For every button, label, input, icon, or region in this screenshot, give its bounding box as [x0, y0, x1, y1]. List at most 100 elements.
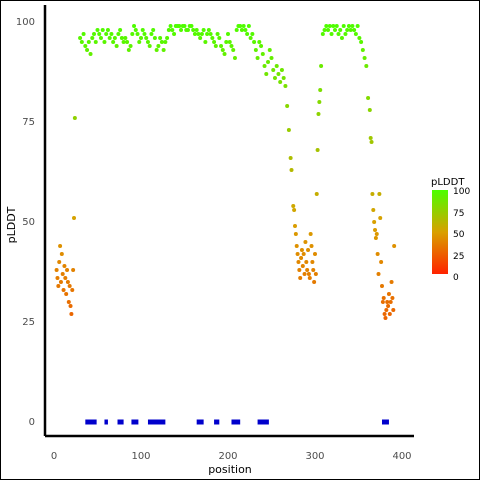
x-tick-labels: 0 100 200 300 400 — [51, 451, 412, 462]
legend: pLDDT 100 75 50 25 0 — [431, 177, 470, 283]
data-point — [375, 252, 380, 256]
data-point — [83, 44, 88, 48]
data-point — [72, 116, 77, 120]
data-point — [212, 40, 217, 44]
data-point — [360, 48, 365, 52]
data-point — [208, 32, 213, 36]
data-point — [163, 40, 168, 44]
data-point — [338, 28, 343, 32]
data-point — [350, 24, 355, 28]
data-point — [132, 24, 137, 28]
data-point — [121, 40, 126, 44]
data-point — [58, 280, 63, 284]
data-point — [70, 288, 75, 292]
data-point — [391, 308, 396, 312]
data-point — [272, 76, 277, 80]
data-point — [60, 272, 65, 276]
x-tick-label: 300 — [305, 451, 324, 462]
data-point — [296, 260, 301, 264]
data-point — [317, 100, 322, 104]
data-point — [376, 272, 381, 276]
data-point — [345, 28, 350, 32]
data-point — [292, 208, 297, 212]
data-point — [196, 32, 201, 36]
data-point — [159, 40, 164, 44]
data-point — [293, 232, 298, 236]
data-point — [192, 32, 197, 36]
data-point — [62, 264, 67, 268]
y-tick-labels: 0 25 50 75 100 — [16, 17, 35, 428]
data-point — [125, 40, 130, 44]
data-point — [126, 48, 131, 52]
data-point — [133, 28, 138, 32]
data-point — [264, 72, 269, 76]
data-point — [372, 220, 377, 224]
data-point — [220, 48, 225, 52]
data-point — [170, 28, 175, 32]
data-point — [319, 64, 324, 68]
data-point — [385, 300, 390, 304]
data-point — [381, 296, 386, 300]
data-point — [379, 260, 384, 264]
zero-bar-segment — [381, 419, 389, 425]
data-point — [248, 36, 253, 40]
data-point — [271, 68, 276, 72]
data-point — [238, 24, 243, 28]
data-point — [151, 28, 156, 32]
data-point — [92, 32, 97, 36]
data-point — [239, 28, 244, 32]
data-point — [366, 96, 371, 100]
legend-label: 0 — [453, 273, 459, 283]
data-point — [286, 128, 291, 132]
data-point — [299, 256, 304, 260]
data-point — [305, 268, 310, 272]
data-point — [314, 192, 319, 196]
data-point — [312, 280, 317, 284]
data-point — [380, 300, 385, 304]
data-point — [392, 244, 397, 248]
data-point — [222, 52, 227, 56]
data-point — [377, 192, 382, 196]
data-point — [137, 40, 142, 44]
data-point — [205, 32, 210, 36]
data-point — [253, 48, 258, 52]
data-point — [255, 56, 260, 60]
data-point — [379, 284, 384, 288]
data-point — [67, 284, 72, 288]
data-point — [301, 252, 306, 256]
data-point — [384, 308, 389, 312]
zero-bar-segment — [104, 419, 108, 425]
data-point — [72, 216, 77, 220]
data-point — [85, 48, 90, 52]
data-point — [104, 32, 109, 36]
data-point — [185, 28, 190, 32]
data-point — [140, 28, 145, 32]
data-point — [65, 280, 70, 284]
data-point — [182, 24, 187, 28]
data-point — [322, 28, 327, 32]
data-point — [309, 244, 314, 248]
data-point — [300, 264, 305, 268]
data-point — [334, 24, 339, 28]
x-tick-label: 400 — [392, 451, 411, 462]
data-point — [279, 68, 284, 72]
data-point — [105, 28, 110, 32]
points-layer — [54, 24, 397, 320]
legend-label: 50 — [453, 230, 465, 240]
data-point — [326, 28, 331, 32]
data-point — [357, 36, 362, 40]
data-point — [336, 32, 341, 36]
data-point — [269, 56, 274, 60]
data-point — [320, 32, 325, 36]
y-tick-label: 50 — [22, 217, 35, 228]
zero-bars-layer — [85, 419, 389, 425]
data-point — [69, 312, 74, 316]
data-point — [368, 136, 373, 140]
data-point — [259, 44, 264, 48]
data-point — [219, 44, 224, 48]
data-point — [303, 240, 308, 244]
data-point — [199, 32, 204, 36]
data-point — [341, 24, 346, 28]
data-point — [71, 268, 76, 272]
data-point — [297, 268, 302, 272]
